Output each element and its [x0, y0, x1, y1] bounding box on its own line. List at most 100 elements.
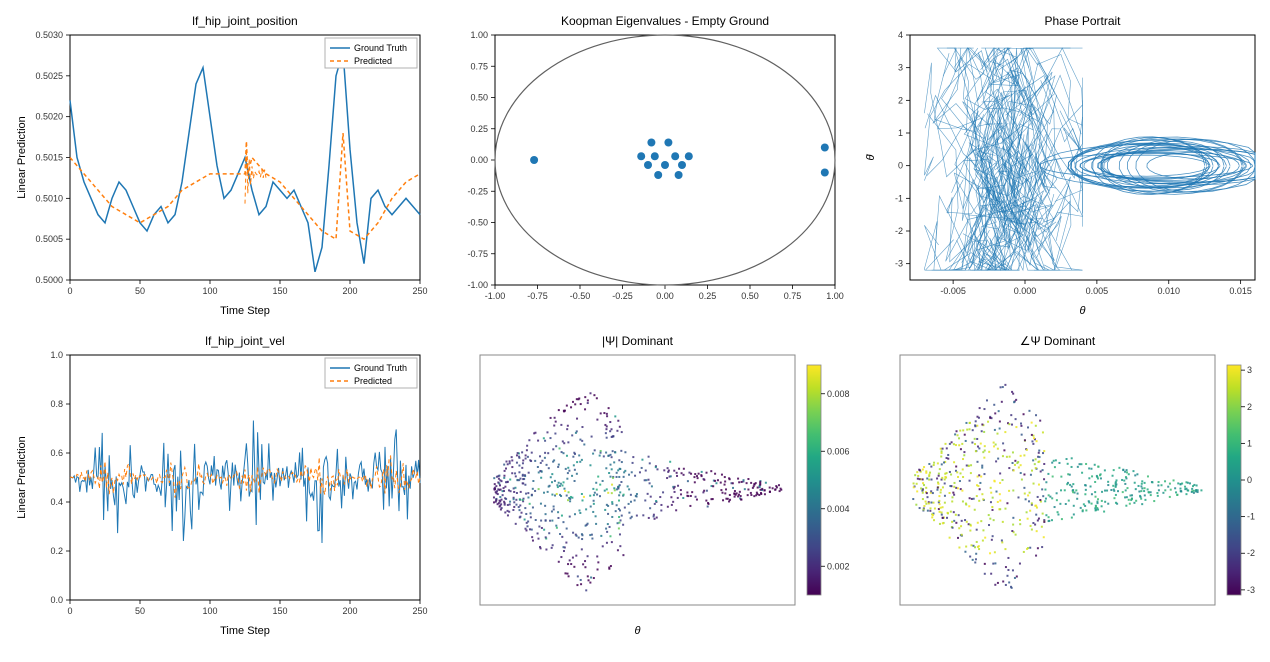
svg-text:150: 150: [272, 606, 287, 616]
colorbar-tick: 0.004: [827, 504, 850, 514]
scatter-points: [912, 384, 1202, 589]
psi-magnitude-chart: |Ψ| Dominantθ0.0020.0040.0060.008: [440, 330, 850, 640]
svg-text:0.00: 0.00: [656, 291, 674, 301]
koopman-eigenvalues-chart: Koopman Eigenvalues - Empty Ground -1.00 -…: [440, 10, 850, 320]
svg-text:0.5020: 0.5020: [35, 112, 63, 122]
svg-text:150: 150: [272, 286, 287, 296]
colorbar: [1227, 365, 1241, 595]
y-axis-label: Linear Prediction: [16, 116, 28, 199]
eigenvalue-point: [678, 161, 686, 169]
chart-title: Phase Portrait: [1044, 14, 1121, 28]
eigenvalue-point: [671, 152, 679, 160]
eigenvalue-point: [654, 171, 662, 179]
x-axis-label: θ: [1080, 305, 1086, 317]
svg-text:0.8: 0.8: [50, 399, 63, 409]
svg-text:-1.00: -1.00: [485, 291, 506, 301]
svg-text:0.010: 0.010: [1157, 286, 1180, 296]
chart-title: |Ψ| Dominant: [602, 334, 674, 348]
legend-label: Predicted: [354, 376, 392, 386]
svg-text:-0.25: -0.25: [467, 186, 488, 196]
svg-text:0.015: 0.015: [1229, 286, 1252, 296]
colorbar-tick: -1: [1247, 512, 1255, 522]
legend-label: Ground Truth: [354, 363, 407, 373]
colorbar: [807, 365, 821, 595]
chart-title: ∠Ψ Dominant: [1020, 334, 1096, 348]
legend-label: Predicted: [354, 56, 392, 66]
svg-text:-0.50: -0.50: [570, 291, 591, 301]
svg-text:0: 0: [898, 161, 903, 171]
svg-text:0.75: 0.75: [470, 61, 488, 71]
svg-text:0.75: 0.75: [784, 291, 802, 301]
svg-text:1.0: 1.0: [50, 350, 63, 360]
svg-text:-0.25: -0.25: [612, 291, 633, 301]
eigenvalue-point: [637, 152, 645, 160]
unit-circle: [495, 35, 835, 285]
chart-title: Koopman Eigenvalues - Empty Ground: [561, 14, 769, 28]
hip-velocity-chart: lf_hip_joint_vel0501001502002500.00.20.4…: [10, 330, 430, 640]
svg-text:0.50: 0.50: [741, 291, 759, 301]
svg-text:-0.75: -0.75: [527, 291, 548, 301]
svg-text:1.00: 1.00: [826, 291, 844, 301]
svg-text:0.50: 0.50: [470, 93, 488, 103]
colorbar-tick: 2: [1247, 402, 1252, 412]
svg-text:-3: -3: [895, 259, 903, 269]
colorbar-tick: -2: [1247, 548, 1255, 558]
colorbar-tick: 3: [1247, 365, 1252, 375]
svg-text:4: 4: [898, 30, 903, 40]
svg-text:250: 250: [412, 286, 427, 296]
svg-text:0.25: 0.25: [699, 291, 717, 301]
svg-text:1: 1: [898, 128, 903, 138]
svg-text:200: 200: [342, 606, 357, 616]
svg-text:200: 200: [342, 286, 357, 296]
svg-text:1.00: 1.00: [470, 30, 488, 40]
svg-text:-0.75: -0.75: [467, 249, 488, 259]
phase-portrait-chart: Phase Portrait -0.005 0.000 0.005 0.010 0.015…: [860, 10, 1270, 320]
eigenvalue-point: [644, 161, 652, 169]
colorbar-tick: 1: [1247, 438, 1252, 448]
eigenvalue-point: [530, 156, 538, 164]
svg-text:50: 50: [135, 606, 145, 616]
phase-trajectories: [924, 48, 1255, 270]
svg-text:-0.50: -0.50: [467, 218, 488, 228]
svg-text:0.000: 0.000: [1014, 286, 1037, 296]
svg-text:-0.005: -0.005: [940, 286, 966, 296]
svg-text:0.5030: 0.5030: [35, 30, 63, 40]
svg-text:3: 3: [898, 63, 903, 73]
svg-text:-2: -2: [895, 226, 903, 236]
y-axis-label: Linear Prediction: [16, 436, 28, 519]
svg-text:100: 100: [202, 606, 217, 616]
svg-text:2: 2: [898, 95, 903, 105]
colorbar-tick: 0.002: [827, 561, 850, 571]
colorbar-tick: -3: [1247, 585, 1255, 595]
svg-text:0.5025: 0.5025: [35, 71, 63, 81]
svg-text:0.005: 0.005: [1086, 286, 1109, 296]
x-axis-label: Time Step: [220, 305, 270, 317]
x-axis-label: Time Step: [220, 625, 270, 637]
eigenvalue-point: [821, 144, 829, 152]
eigenvalue-point: [685, 152, 693, 160]
svg-text:250: 250: [412, 606, 427, 616]
chart-title: lf_hip_joint_vel: [205, 334, 284, 348]
svg-text:50: 50: [135, 286, 145, 296]
chart-title: lf_hip_joint_position: [192, 14, 297, 28]
svg-text:0.6: 0.6: [50, 448, 63, 458]
svg-text:0.2: 0.2: [50, 546, 63, 556]
svg-text:0.4: 0.4: [50, 497, 63, 507]
y-axis-label: θ̇: [865, 154, 877, 161]
hip-position-chart: lf_hip_joint_position0501001502002500.50…: [10, 10, 430, 320]
svg-text:0.5010: 0.5010: [35, 193, 63, 203]
scatter-points: [493, 392, 782, 591]
svg-text:0: 0: [67, 286, 72, 296]
eigenvalue-point: [647, 139, 655, 147]
eigenvalue-point: [661, 161, 669, 169]
psi-phase-chart: ∠Ψ Dominant -3 -2 -1 0 1 2 3: [860, 330, 1270, 640]
svg-text:0.25: 0.25: [470, 124, 488, 134]
colorbar-tick: 0.008: [827, 389, 850, 399]
svg-text:0.5000: 0.5000: [35, 275, 63, 285]
x-axis-label: θ: [635, 625, 641, 637]
svg-text:0.0: 0.0: [50, 595, 63, 605]
colorbar-tick: 0: [1247, 475, 1252, 485]
svg-text:-1: -1: [895, 193, 903, 203]
eigenvalue-point: [651, 152, 659, 160]
svg-text:0.5015: 0.5015: [35, 153, 63, 163]
